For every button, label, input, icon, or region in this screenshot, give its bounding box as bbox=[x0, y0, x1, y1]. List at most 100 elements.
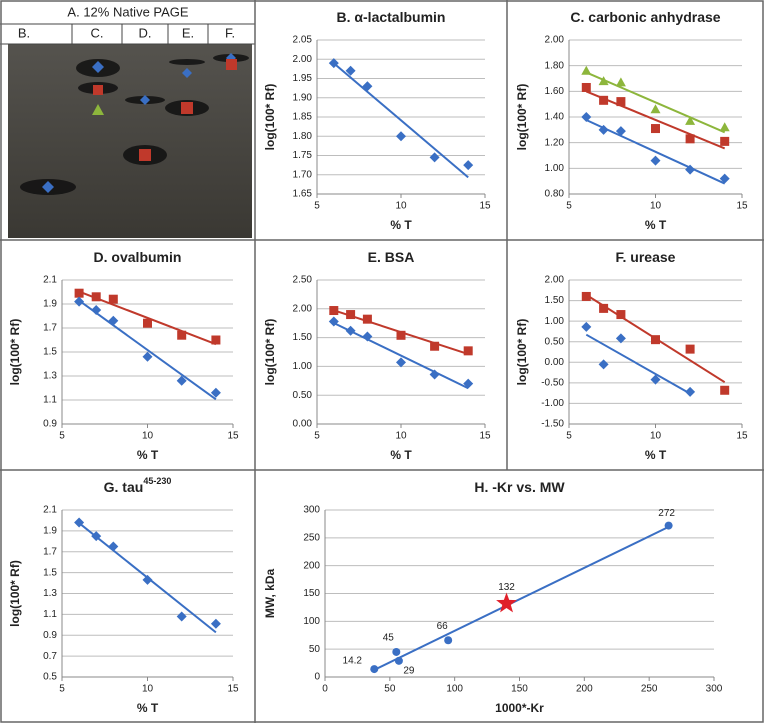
y-tick-label: 0.5 bbox=[43, 672, 57, 683]
data-label: 45 bbox=[383, 633, 395, 644]
point bbox=[615, 126, 626, 137]
point bbox=[720, 136, 730, 146]
point bbox=[599, 95, 609, 105]
point bbox=[394, 656, 403, 665]
gel-marker bbox=[92, 61, 104, 73]
point bbox=[650, 104, 661, 114]
y-tick-label: 250 bbox=[303, 532, 320, 543]
point bbox=[108, 294, 118, 304]
point bbox=[362, 81, 373, 92]
x-tick-label: 5 bbox=[59, 431, 65, 442]
y-tick-label: 0.00 bbox=[545, 357, 565, 368]
x-tick-label: 5 bbox=[566, 201, 572, 212]
y-tick-label: 1.1 bbox=[43, 609, 57, 620]
x-tick-label: 5 bbox=[314, 431, 320, 442]
point bbox=[720, 385, 730, 395]
y-tick-label: 1.9 bbox=[43, 526, 57, 537]
trendline bbox=[78, 299, 217, 401]
point bbox=[74, 517, 85, 528]
band bbox=[169, 59, 205, 65]
point bbox=[211, 335, 221, 345]
y-tick-label: 1.60 bbox=[545, 86, 565, 97]
data-label: 29 bbox=[403, 665, 415, 676]
y-axis-label: log(100* Rf) bbox=[8, 319, 22, 386]
point bbox=[615, 77, 626, 87]
y-tick-label: 2.50 bbox=[293, 275, 313, 286]
x-tick-label: 10 bbox=[395, 431, 407, 442]
gel-marker bbox=[92, 104, 104, 115]
point bbox=[176, 611, 187, 622]
x-tick-label: 10 bbox=[650, 431, 662, 442]
y-tick-label: 50 bbox=[309, 644, 321, 655]
point bbox=[176, 375, 187, 386]
y-tick-label: 2.05 bbox=[293, 35, 313, 46]
point bbox=[91, 292, 101, 302]
point bbox=[143, 318, 152, 328]
y-tick-label: 1.65 bbox=[293, 189, 313, 200]
y-tick-label: 2.00 bbox=[293, 303, 313, 314]
gel-marker bbox=[42, 181, 54, 193]
point bbox=[362, 314, 372, 324]
gel-marker bbox=[139, 149, 151, 161]
y-tick-label: 1.7 bbox=[43, 546, 57, 557]
x-tick-label: 300 bbox=[706, 684, 723, 695]
y-tick-label: 200 bbox=[303, 560, 320, 571]
data-label: 66 bbox=[437, 621, 449, 632]
point bbox=[91, 305, 102, 315]
x-tick-label: 15 bbox=[736, 201, 748, 212]
gel-image bbox=[8, 44, 252, 238]
y-axis-label: log(100* Rf) bbox=[263, 319, 277, 386]
title-text: F. urease bbox=[616, 249, 676, 265]
point bbox=[210, 618, 221, 629]
lane-label: B. bbox=[18, 25, 30, 40]
x-tick-label: 250 bbox=[641, 684, 658, 695]
point bbox=[329, 306, 339, 316]
point bbox=[651, 124, 660, 134]
point bbox=[463, 346, 473, 356]
y-tick-label: -0.50 bbox=[541, 377, 564, 388]
x-tick-label: 200 bbox=[576, 684, 593, 695]
point bbox=[581, 82, 591, 92]
y-tick-label: 150 bbox=[303, 588, 320, 599]
gel-marker bbox=[93, 85, 103, 95]
point bbox=[444, 636, 453, 645]
chart-title: B. α-lactalbumin bbox=[337, 9, 446, 25]
x-tick-label: 15 bbox=[479, 431, 491, 442]
trendline bbox=[333, 322, 469, 390]
y-tick-label: 1.9 bbox=[43, 299, 57, 310]
point bbox=[392, 647, 401, 656]
point bbox=[496, 592, 517, 613]
y-tick-label: 0.50 bbox=[545, 336, 565, 347]
x-tick-label: 10 bbox=[395, 201, 407, 212]
x-tick-label: 15 bbox=[227, 684, 239, 695]
y-tick-label: 1.80 bbox=[293, 131, 313, 142]
y-tick-label: 0.7 bbox=[43, 651, 57, 662]
point bbox=[598, 124, 609, 135]
data-label: 272 bbox=[658, 508, 675, 519]
point bbox=[210, 387, 221, 398]
trendline bbox=[585, 119, 726, 185]
point bbox=[396, 131, 406, 142]
point bbox=[581, 321, 592, 332]
y-tick-label: 1.75 bbox=[293, 150, 313, 161]
point bbox=[429, 369, 440, 380]
point bbox=[396, 330, 406, 340]
y-tick-label: 1.5 bbox=[43, 347, 57, 358]
y-tick-label: 1.5 bbox=[43, 567, 57, 578]
point bbox=[599, 303, 609, 313]
y-tick-label: 2.00 bbox=[545, 275, 565, 286]
point bbox=[581, 112, 592, 122]
y-tick-label: 0.80 bbox=[545, 189, 565, 200]
y-tick-label: 2.00 bbox=[293, 54, 313, 65]
x-tick-label: 0 bbox=[322, 684, 328, 695]
x-tick-label: 100 bbox=[446, 684, 463, 695]
chart-title: C. carbonic anhydrase bbox=[570, 9, 720, 25]
point bbox=[108, 315, 119, 326]
x-tick-label: 10 bbox=[650, 201, 662, 212]
y-tick-label: 1.00 bbox=[293, 361, 313, 372]
chart-title: D. ovalbumin bbox=[94, 249, 182, 265]
point bbox=[581, 291, 591, 301]
point bbox=[362, 331, 373, 342]
